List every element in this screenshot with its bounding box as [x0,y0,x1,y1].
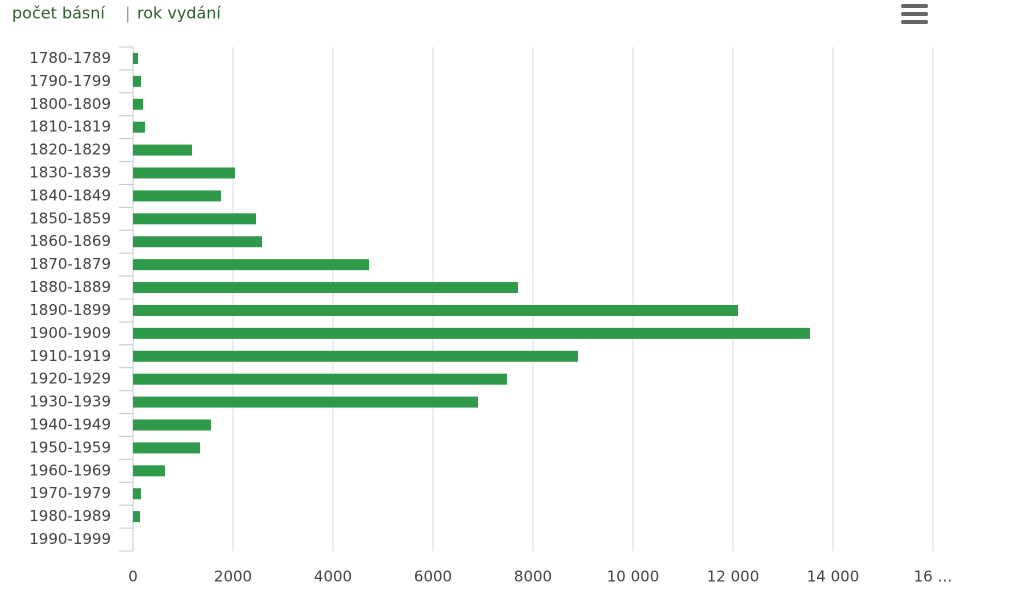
y-tick-label: 1910-1919 [29,347,111,365]
y-tick-label: 1780-1789 [29,49,111,67]
y-tick-label: 1800-1809 [29,95,111,113]
y-tick-label: 1920-1929 [29,370,111,388]
y-tick-label: 1960-1969 [29,461,111,479]
x-tick-label: 0 [128,568,138,586]
y-tick-label: 1970-1979 [29,484,111,502]
bar [133,304,738,316]
bar [133,442,200,454]
x-tick-label: 8000 [514,568,552,586]
y-tick-label: 1850-1859 [29,209,111,227]
y-tick-label: 1990-1999 [29,530,111,548]
y-tick-label: 1820-1829 [29,141,111,159]
menu-button[interactable] [901,4,928,24]
bar [133,75,141,87]
y-tick-label: 1810-1819 [29,118,111,136]
x-tick-label: 6000 [414,568,452,586]
title-separator: | [125,4,130,23]
x-tick-label: 12 000 [707,568,760,586]
bar [133,350,578,362]
bar [133,511,140,523]
bar [133,236,262,248]
y-tick-label: 1890-1899 [29,301,111,319]
bar [133,121,145,133]
x-tick-label: 4000 [314,568,352,586]
bar [133,373,507,385]
y-tick-label: 1980-1989 [29,507,111,525]
bar [133,213,256,225]
chart-subtitle: rok vydání [137,4,221,23]
bar [133,327,810,339]
y-tick-label: 1830-1839 [29,164,111,182]
bar [133,190,221,202]
bar [133,419,211,431]
bar [133,465,165,477]
y-tick-label: 1930-1939 [29,393,111,411]
x-tick-label: 16 … [914,568,953,586]
y-tick-label: 1790-1799 [29,72,111,90]
x-tick-label: 14 000 [807,568,860,586]
bar [133,98,143,110]
bar [133,167,235,179]
x-tick-label: 10 000 [607,568,660,586]
y-tick-label: 1870-1879 [29,255,111,273]
chart-title: počet básní [12,4,105,23]
y-tick-label: 1880-1889 [29,278,111,296]
y-tick-label: 1950-1959 [29,438,111,456]
x-tick-label: 2000 [214,568,252,586]
menu-bar[interactable] [901,20,928,24]
menu-bar[interactable] [901,4,928,8]
bar [133,396,478,408]
menu-bar[interactable] [901,12,928,16]
bar [133,52,138,64]
y-tick-label: 1840-1849 [29,186,111,204]
bar [133,259,369,271]
y-tick-label: 1900-1909 [29,324,111,342]
bar [133,488,141,500]
y-tick-label: 1940-1949 [29,416,111,434]
bar [133,282,518,294]
bar [133,144,192,156]
y-tick-label: 1860-1869 [29,232,111,250]
